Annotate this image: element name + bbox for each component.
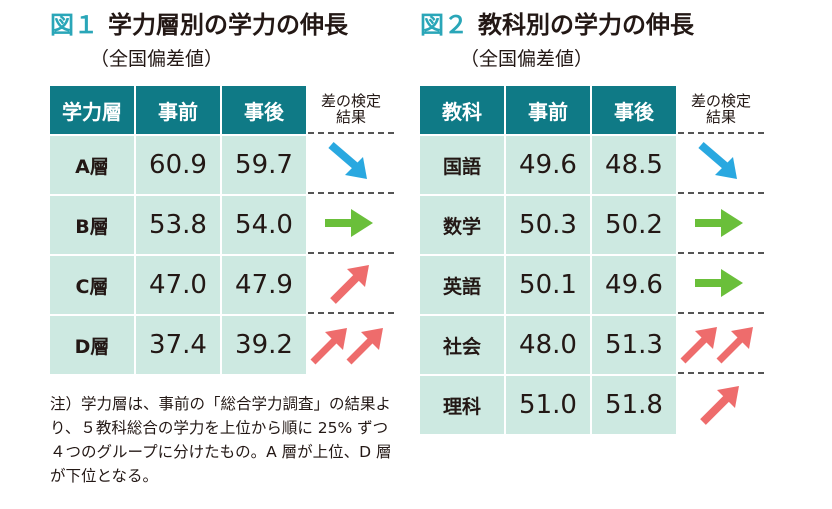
pre-value: 53.8 [136,194,222,254]
pre-value: 49.6 [506,134,592,194]
row-label: 数学 [420,194,506,254]
table-row: A層 60.9 59.7 [50,134,394,194]
header-test-result: 差の検定 結果 [678,86,764,134]
post-value: 59.7 [222,134,308,194]
header-subject: 教科 [420,86,506,134]
result-cell [308,134,394,194]
table-row: C層 47.0 47.9 [50,254,394,314]
pre-value: 60.9 [136,134,222,194]
result-cell [678,194,764,254]
row-label: 国語 [420,134,506,194]
post-value: 47.9 [222,254,308,314]
table-row: 英語 50.1 49.6 [420,254,764,314]
figure-2-title-text: 教科別の学力の伸長 [478,11,694,39]
row-label: A層 [50,134,136,194]
pre-value: 50.3 [506,194,592,254]
header-post: 事後 [592,86,678,134]
result-cell [678,254,764,314]
table-row: D層 37.4 39.2 [50,314,394,374]
post-value: 50.2 [592,194,678,254]
header-test-result-line2: 結果 [705,108,736,126]
header-test-result: 差の検定 結果 [308,86,394,134]
arrow-down-right-icon [328,141,367,179]
arrow-right-icon [325,209,373,237]
pre-value: 37.4 [136,314,222,374]
figure-1-title-text: 学力層別の学力の伸長 [108,11,348,39]
table-row: 国語 49.6 48.5 [420,134,764,194]
row-label: 社会 [420,314,506,374]
footnote: 注）学力層は、事前の「総合学力調査」の結果より、５教科総合の学力を上位から順に … [50,395,392,485]
header-level: 学力層 [50,86,136,134]
post-value: 54.0 [222,194,308,254]
header-test-result-line1: 差の検定 [320,92,381,110]
figure-2-number: 図２ [420,11,468,39]
result-cell [308,254,394,314]
row-label: 理科 [420,374,506,434]
post-value: 51.3 [592,314,678,374]
arrow-up-right-icon [330,265,369,304]
result-cell [678,374,764,434]
result-cell [308,314,394,374]
figure-1-number: 図１ [50,11,98,39]
header-pre: 事前 [136,86,222,134]
arrow-right-icon [695,209,743,237]
table-row: 社会 48.0 51.3 [420,314,764,374]
arrow-down-right-icon [698,141,737,179]
post-value: 48.5 [592,134,678,194]
pre-value: 51.0 [506,374,592,434]
post-value: 39.2 [222,314,308,374]
header-test-result-line1: 差の検定 [690,92,751,110]
figure-1-subtitle: （全国偏差値） [90,48,224,70]
post-value: 49.6 [592,254,678,314]
figure-2-table: 教科 事前 事後 差の検定 結果 国語 49.6 48.5 [420,86,764,434]
double-arrow-up-right-icon [310,328,383,365]
row-label: D層 [50,314,136,374]
post-value: 51.8 [592,374,678,434]
row-label: C層 [50,254,136,314]
pre-value: 47.0 [136,254,222,314]
arrow-right-icon [695,269,743,297]
figure-2: 図２ 教科別の学力の伸長 （全国偏差値） 教科 事前 事後 差の検定 結果 国語 … [420,8,765,434]
header-test-result-line2: 結果 [335,108,366,126]
figure-1-table: 学力層 事前 事後 差の検定 結果 A層 60.9 59.7 [50,86,394,374]
table-row: B層 53.8 54.0 [50,194,394,254]
table-row: 理科 51.0 51.8 [420,374,764,434]
table-row: 数学 50.3 50.2 [420,194,764,254]
figure-1: 図１ 学力層別の学力の伸長 （全国偏差値） 学力層 事前 事後 差の検定 結果 A… [50,8,400,374]
table-header-row: 学力層 事前 事後 差の検定 結果 [50,86,394,134]
result-cell [678,314,764,374]
header-pre: 事前 [506,86,592,134]
table-header-row: 教科 事前 事後 差の検定 結果 [420,86,764,134]
row-label: B層 [50,194,136,254]
double-arrow-up-right-icon [680,327,753,364]
pre-value: 48.0 [506,314,592,374]
figure-1-title: 図１ 学力層別の学力の伸長 [50,8,400,42]
figure-2-subtitle: （全国偏差値） [460,48,594,70]
header-post: 事後 [222,86,308,134]
arrow-up-right-icon [700,386,739,425]
row-label: 英語 [420,254,506,314]
result-cell [678,134,764,194]
result-cell [308,194,394,254]
figure-2-title: 図２ 教科別の学力の伸長 [420,8,765,42]
pre-value: 50.1 [506,254,592,314]
